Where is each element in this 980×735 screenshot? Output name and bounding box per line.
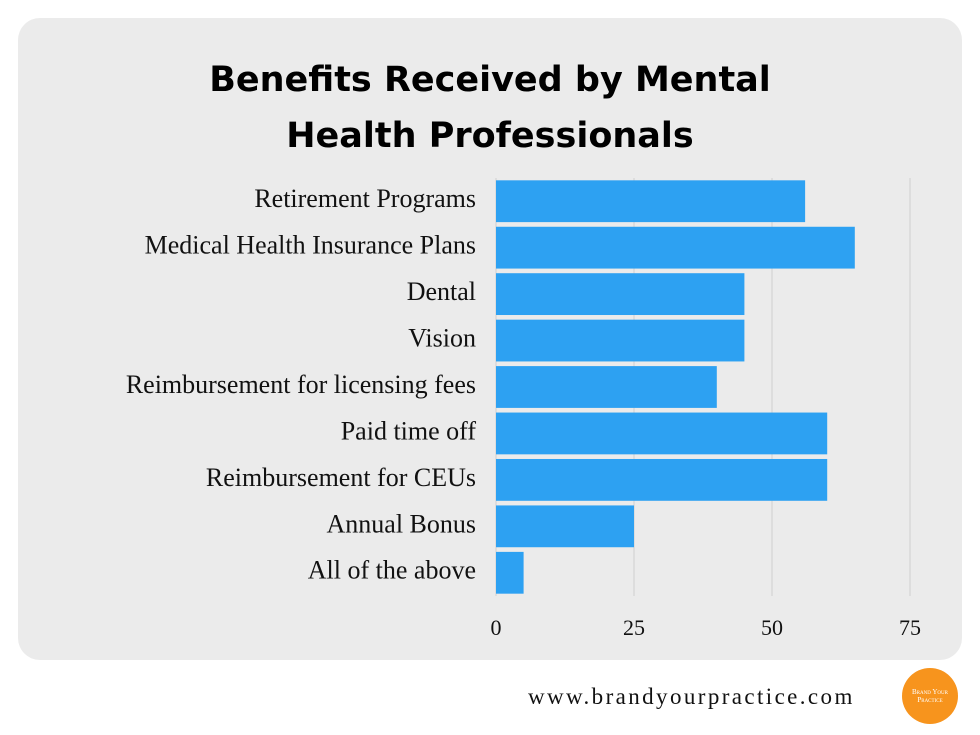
x-tick-label: 75 [899, 615, 921, 640]
chart-title: Benefits Received by Mental Health Profe… [209, 60, 771, 156]
y-tick-label: Annual Bonus [327, 509, 477, 538]
y-tick-label: Reimbursement for CEUs [206, 463, 476, 492]
bar [496, 273, 745, 316]
logo: Brand Your Practice [902, 668, 958, 724]
bar [496, 366, 717, 408]
x-tick-label: 25 [623, 615, 645, 640]
chart-card [18, 18, 962, 660]
bar [496, 412, 828, 455]
y-tick-label: Dental [407, 277, 476, 306]
y-tick-label: All of the above [308, 556, 476, 585]
bar [496, 319, 745, 362]
bar [496, 180, 806, 223]
y-tick-label: Retirement Programs [254, 184, 476, 213]
y-tick-label: Medical Health Insurance Plans [145, 231, 476, 260]
bar [496, 551, 524, 594]
x-tick-label: 0 [491, 615, 502, 640]
y-tick-label: Vision [408, 324, 476, 353]
bar [496, 458, 828, 501]
y-tick-label: Paid time off [341, 416, 477, 445]
footer-url: www.brandyourpractice.com [528, 684, 855, 709]
bar [496, 505, 634, 548]
y-tick-label: Reimbursement for licensing fees [126, 370, 476, 399]
x-tick-label: 50 [761, 615, 783, 640]
bar [496, 226, 855, 269]
